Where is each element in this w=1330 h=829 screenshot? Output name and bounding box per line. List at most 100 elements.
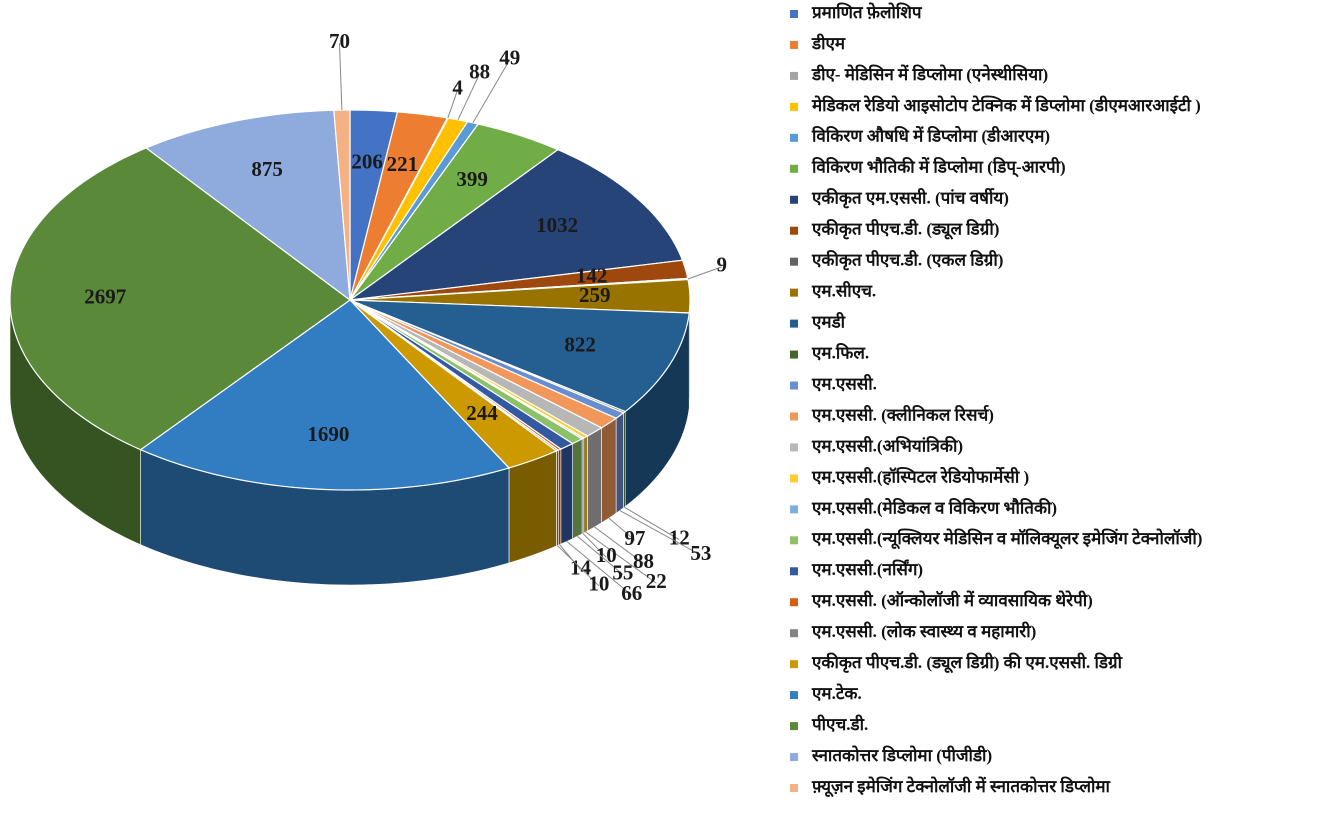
pie-slice [144, 109, 351, 302]
legend-swatch [790, 598, 798, 607]
legend-label: एम.एससी. (क्लीनिकल रिसर्च) [811, 404, 994, 424]
pie-slice [349, 299, 690, 413]
pie-side [557, 448, 562, 546]
legend-swatch [790, 536, 798, 545]
data-label: 4 [452, 76, 463, 100]
legend-label: एमडी [811, 312, 846, 332]
legend-label: पीएच.डी. [811, 714, 868, 734]
legend-swatch [790, 660, 798, 669]
leader-line [566, 540, 633, 596]
pie-slice [347, 148, 684, 301]
legend-label: एम.एससी.(हॉस्पिटल रेडियोफार्मेसी ) [811, 466, 1029, 486]
legend-swatch [790, 226, 798, 235]
legend-swatch [790, 40, 798, 49]
data-label: 244 [466, 401, 498, 425]
data-label: 70 [329, 29, 350, 53]
pie-slice [349, 278, 691, 314]
legend-label: एम.एससी.(नर्सिंग) [811, 559, 923, 579]
legend-label: विकिरण औषधि में डिप्लोमा (डीआरएम) [811, 126, 1050, 146]
legend-swatch [790, 164, 798, 173]
leader-line [619, 510, 702, 556]
pie-side [508, 450, 557, 564]
pie-slice [349, 111, 449, 301]
leader-line [472, 59, 511, 124]
data-label: 97 [624, 526, 645, 550]
legend-label: एम.सीएच. [811, 281, 876, 301]
legend-label: एम.एससी.(मेडिकल व विकिरण भौतिकी) [811, 497, 1057, 517]
data-label: 88 [469, 60, 490, 84]
data-label: 142 [576, 264, 608, 288]
pie-slice [9, 147, 352, 451]
data-label: 221 [387, 152, 419, 176]
legend-swatch [790, 102, 798, 111]
leader-line [585, 531, 657, 584]
legend-label: एकीकृत पीएच.डी. (ड्यूल डिग्री) की एम.एसस… [811, 652, 1123, 674]
pie-side [601, 417, 617, 524]
data-label: 22 [646, 569, 667, 593]
legend-swatch [790, 381, 798, 390]
data-label: 66 [621, 581, 642, 605]
legend-swatch [790, 10, 798, 18]
pie-side [587, 427, 602, 532]
leader-line [624, 506, 680, 541]
data-label: 53 [690, 541, 711, 565]
legend-label: एम.फिल. [811, 342, 869, 362]
pie-slice [349, 123, 560, 301]
legend-label: एकीकृत पीएच.डी. (ड्यूल डिग्री) [811, 219, 999, 241]
data-label: 88 [633, 549, 654, 573]
data-label: 49 [499, 46, 520, 70]
leader-line [457, 73, 481, 121]
data-label: 822 [564, 332, 596, 356]
legend-swatch [790, 691, 798, 700]
legend-label: एम.एससी.(न्यूक्लियर मेडिसिन व मॉलिक्यूलर… [811, 528, 1202, 550]
pie-slice [139, 299, 511, 491]
data-label: 206 [351, 149, 383, 173]
data-label: 259 [579, 283, 611, 307]
data-label: 10 [596, 543, 617, 567]
data-label: 10 [588, 571, 609, 595]
legend-swatch [790, 784, 798, 792]
legend-swatch [790, 629, 798, 638]
legend-swatch [790, 505, 798, 514]
data-label: 2697 [84, 284, 126, 308]
legend-label: एम.एससी. [811, 373, 877, 393]
legend-swatch [790, 319, 798, 328]
legend-swatch [790, 71, 798, 80]
leader-line [577, 535, 624, 575]
legend-label: एम.एससी. (लोक स्वास्थ्य व महामारी) [811, 621, 1036, 641]
pie-side [615, 412, 624, 514]
legend-label: डीएम [811, 33, 846, 53]
legend-label: मेडिकल रेडियो आइसोटोप टेक्निक में डिप्लो… [811, 95, 1201, 115]
legend-swatch [790, 257, 798, 266]
pie-slice [349, 299, 558, 469]
leader-line [557, 545, 600, 587]
data-label: 9 [716, 253, 727, 277]
leader-line [582, 533, 607, 558]
pie-side [572, 438, 583, 540]
leader-line [594, 526, 644, 564]
data-label: 1032 [536, 213, 578, 237]
legend-label: डीए- मेडिसिन में डिप्लोमा (एनेस्थीसिया) [811, 64, 1048, 84]
leader-line [687, 266, 722, 280]
legend-swatch [790, 753, 798, 762]
pie-slice [333, 109, 351, 301]
legend-label: विकिरण भौतिकी में डिप्लोमा (डिप्-आरपी) [811, 157, 1066, 178]
legend-label: प्रमाणित फ़ेलोशिप [811, 2, 923, 22]
legend-label: एकीकृत पीएच.डी. (एकल डिग्री) [811, 250, 1003, 271]
legend-label: एम.एससी. (ऑन्कोलॉजी में व्यावसायिक थेरेप… [811, 590, 1093, 610]
leader-line [338, 43, 343, 111]
data-label: 55 [612, 560, 633, 584]
legend-label: स्नातकोत्तर डिप्लोमा (पीजीडी) [811, 745, 992, 765]
leader-line [559, 544, 581, 570]
legend-label: एकीकृत एम.एससी. (पांच वर्षीय) [811, 188, 1009, 209]
legend-swatch [790, 350, 798, 359]
leader-line [608, 517, 636, 541]
legend-label: एम.टेक. [811, 683, 862, 703]
pie-slice [349, 259, 689, 301]
legend-swatch [790, 474, 798, 483]
legend-swatch [790, 412, 798, 421]
legend-swatch [790, 567, 798, 576]
data-label: 399 [456, 167, 488, 191]
data-label: 1690 [307, 422, 349, 446]
